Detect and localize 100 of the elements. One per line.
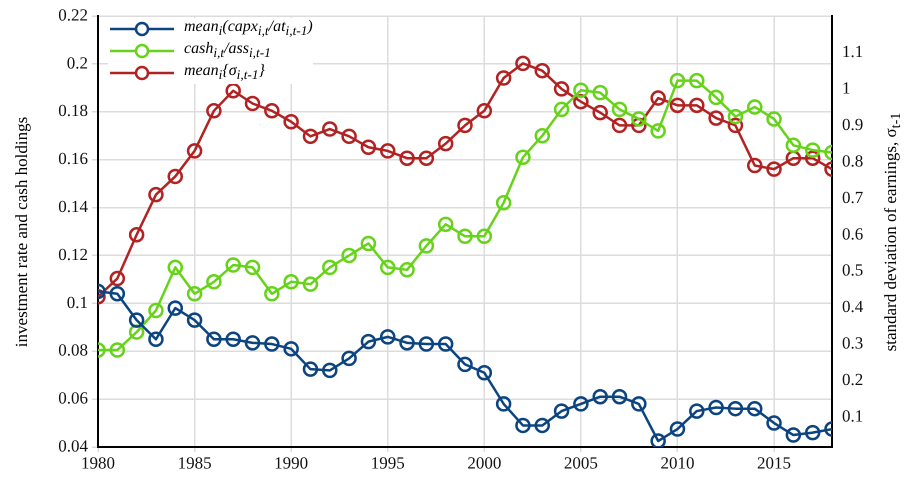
point [399, 262, 415, 278]
x-tick-label: 1980 [81, 454, 115, 473]
point [554, 81, 570, 97]
point [148, 332, 164, 347]
y2-tick-label: 0.8 [842, 151, 864, 170]
point [786, 138, 802, 154]
point [438, 136, 454, 152]
point [264, 286, 280, 302]
point [457, 356, 473, 372]
point [110, 270, 126, 286]
point [592, 388, 608, 404]
point [746, 158, 762, 174]
point [728, 108, 744, 124]
point [515, 150, 531, 166]
point [496, 195, 512, 211]
point [457, 228, 473, 244]
point [225, 332, 241, 347]
point [592, 84, 608, 100]
y-tick-label: 0.18 [58, 101, 88, 120]
y-tick-label: 0.16 [58, 149, 88, 168]
point [399, 150, 415, 166]
y2-tick-label: 0.7 [842, 188, 864, 207]
point [148, 186, 164, 202]
point [515, 418, 531, 434]
y2-tick-label: 0.9 [842, 114, 864, 134]
point [110, 342, 126, 358]
point [283, 114, 299, 130]
point [650, 433, 666, 447]
x-tick-label: 1990 [274, 454, 308, 473]
point [689, 98, 705, 114]
point [670, 98, 686, 114]
point [804, 142, 820, 158]
point [418, 238, 434, 254]
point [534, 418, 550, 434]
point [534, 128, 550, 144]
y-tick-label: 0.1 [66, 292, 88, 312]
legend-label: cash$_{i,t}$/ass$_{i,t-1}$ [184, 38, 271, 62]
point [168, 168, 184, 184]
x-tick-label: 2000 [467, 454, 502, 473]
x-tick-label: 1985 [178, 454, 212, 473]
legend-label: mean$_{i}$(capx$_{i,t}$/at$_{i,t-1}$) [184, 16, 313, 40]
point [148, 302, 164, 318]
point [689, 72, 705, 88]
legend-label: mean$_{i}${σ$_{i,t-1}$} [184, 60, 265, 84]
point [341, 128, 357, 144]
point [766, 415, 782, 431]
point [225, 83, 241, 98]
point [650, 123, 666, 139]
point [708, 400, 724, 416]
point [360, 334, 376, 350]
point [264, 336, 280, 352]
point [380, 260, 396, 276]
y2-tick-label: 0.2 [842, 370, 864, 390]
x-tick-label: 2015 [757, 454, 792, 473]
point [399, 335, 415, 351]
point [244, 260, 260, 276]
point [264, 103, 280, 119]
point [708, 90, 724, 106]
point [515, 56, 531, 72]
point [283, 274, 299, 290]
point [534, 62, 550, 78]
point [746, 99, 762, 115]
point [496, 70, 512, 86]
point [476, 365, 492, 381]
point [631, 396, 647, 412]
point [804, 424, 820, 440]
point [168, 300, 184, 316]
point [728, 400, 744, 416]
point [168, 260, 184, 276]
point [244, 96, 260, 112]
point [476, 228, 492, 244]
point [476, 103, 492, 119]
point [612, 388, 628, 404]
point [360, 140, 376, 156]
point [786, 427, 802, 443]
y2-tick-label: 1 [842, 78, 850, 98]
y2-tick-label: 0.5 [842, 260, 864, 280]
point [670, 421, 686, 437]
point [341, 248, 357, 264]
point [418, 150, 434, 166]
point [573, 396, 589, 412]
x-tick-label: 2010 [660, 454, 694, 473]
point [438, 336, 454, 352]
point [438, 216, 454, 232]
point [457, 118, 473, 134]
point [302, 128, 318, 144]
point [554, 102, 570, 118]
point [110, 286, 126, 302]
point [128, 312, 144, 328]
y2-tick-label: 0.6 [842, 224, 864, 244]
point [650, 90, 666, 106]
point [206, 274, 222, 290]
point [708, 110, 724, 126]
point [186, 312, 202, 328]
point [554, 403, 570, 419]
point [322, 260, 338, 276]
point [322, 362, 338, 378]
x-tick-label: 1995 [370, 454, 405, 473]
point [186, 143, 202, 159]
point [592, 104, 608, 120]
